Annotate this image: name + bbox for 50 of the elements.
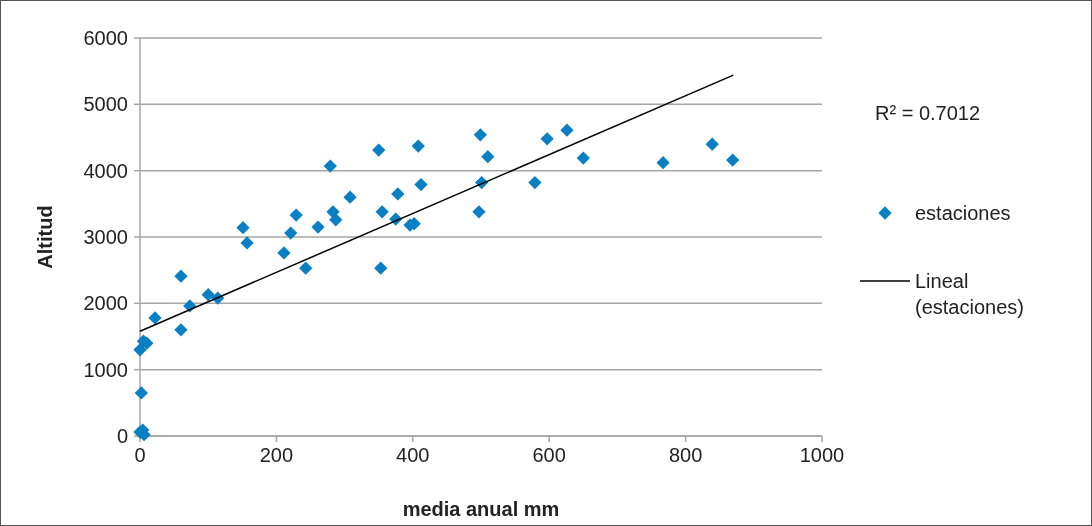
point xyxy=(528,175,542,190)
y-tick-label: 2000 xyxy=(83,292,128,315)
x-tick-label: 800 xyxy=(668,444,703,466)
point xyxy=(411,139,425,153)
point xyxy=(174,323,188,337)
text: R² = 0.7012 xyxy=(875,102,981,124)
x-tick-label: 600 xyxy=(532,444,566,466)
point xyxy=(726,153,740,167)
point xyxy=(201,288,215,302)
point xyxy=(414,177,428,192)
point xyxy=(284,226,298,240)
point xyxy=(299,261,313,275)
y-tick-label: 0 xyxy=(116,425,128,447)
point xyxy=(174,269,188,283)
point xyxy=(240,236,254,250)
y-tick-label: 5000 xyxy=(83,93,128,116)
point xyxy=(374,261,388,275)
point xyxy=(148,311,162,325)
point xyxy=(343,190,357,204)
y-tick-label: 4000 xyxy=(83,159,128,182)
y-tick-label: 1000 xyxy=(83,358,128,381)
legend-label: Lineal (estaciones) xyxy=(915,270,1024,318)
x-axis-title: media anual mm xyxy=(402,498,560,520)
point xyxy=(375,205,389,219)
legend-label: estaciones xyxy=(915,202,1011,224)
point xyxy=(311,220,325,234)
point xyxy=(289,208,303,222)
point xyxy=(134,386,148,400)
point xyxy=(540,132,554,146)
y-axis-title: Altitud xyxy=(34,205,56,269)
x-tick-label: 1000 xyxy=(799,444,845,466)
point xyxy=(481,150,495,164)
y-tick-label: 6000 xyxy=(83,27,128,49)
point xyxy=(560,123,574,137)
point xyxy=(391,187,405,201)
x-tick-label: 400 xyxy=(396,444,430,466)
point xyxy=(236,221,250,235)
x-tick-label: 0 xyxy=(134,444,146,466)
point xyxy=(323,159,337,173)
point xyxy=(705,137,719,151)
point xyxy=(329,213,343,227)
point xyxy=(472,205,486,219)
point xyxy=(372,143,386,157)
point xyxy=(133,343,147,357)
x-tick-label: 200 xyxy=(259,444,294,466)
point xyxy=(473,128,487,142)
point xyxy=(656,156,670,170)
y-tick-label: 3000 xyxy=(83,226,128,248)
point xyxy=(277,246,291,260)
point xyxy=(576,151,590,165)
